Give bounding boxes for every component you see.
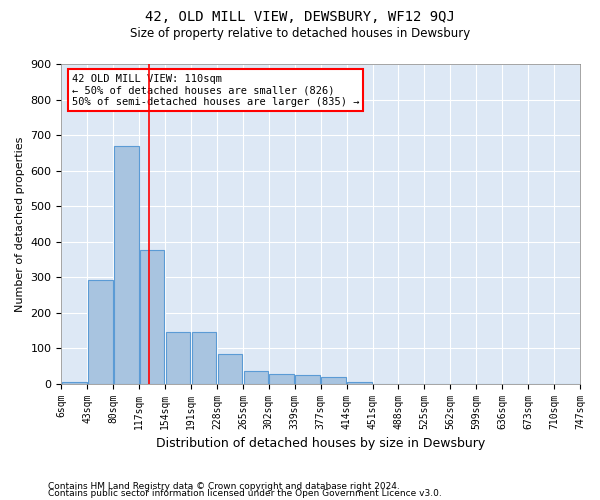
Y-axis label: Number of detached properties: Number of detached properties (15, 136, 25, 312)
Bar (62, 382, 86, 384)
Text: 42, OLD MILL VIEW, DEWSBURY, WF12 9QJ: 42, OLD MILL VIEW, DEWSBURY, WF12 9QJ (145, 10, 455, 24)
Bar (114, 146, 139, 384)
Bar (192, 332, 217, 384)
Bar (166, 332, 190, 384)
Bar (295, 375, 320, 384)
Bar (218, 354, 242, 384)
Text: Contains HM Land Registry data © Crown copyright and database right 2024.: Contains HM Land Registry data © Crown c… (48, 482, 400, 491)
Bar (322, 376, 346, 384)
Bar (88, 280, 113, 384)
Text: 42 OLD MILL VIEW: 110sqm
← 50% of detached houses are smaller (826)
50% of semi-: 42 OLD MILL VIEW: 110sqm ← 50% of detach… (72, 74, 359, 107)
Text: Size of property relative to detached houses in Dewsbury: Size of property relative to detached ho… (130, 28, 470, 40)
X-axis label: Distribution of detached houses by size in Dewsbury: Distribution of detached houses by size … (156, 437, 485, 450)
Bar (244, 372, 268, 384)
Bar (347, 382, 372, 384)
Text: Contains public sector information licensed under the Open Government Licence v3: Contains public sector information licen… (48, 489, 442, 498)
Bar (140, 250, 164, 384)
Bar (269, 374, 294, 384)
